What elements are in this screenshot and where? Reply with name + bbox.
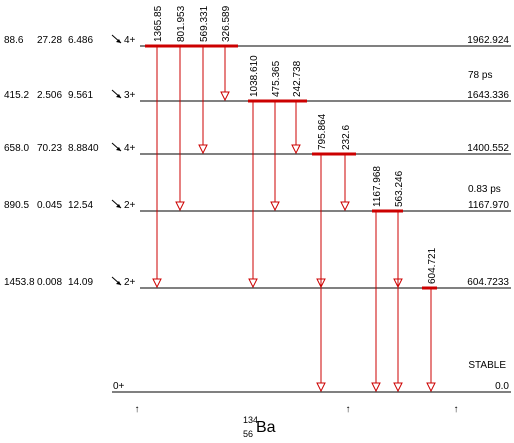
level-spin-label: 4+ bbox=[124, 143, 136, 154]
transition-energy-label: 795.864 bbox=[317, 113, 328, 150]
gamma-transition-head bbox=[291, 144, 301, 155]
gamma-transition-head bbox=[426, 382, 436, 393]
level-spin-label: 0+ bbox=[113, 381, 125, 392]
nucleus-symbol: Ba bbox=[256, 419, 276, 436]
position-marker: ↑ bbox=[135, 404, 140, 415]
gamma-transition-head bbox=[198, 144, 208, 155]
feeding-arrow-head bbox=[116, 39, 121, 43]
feeding-arrow-head bbox=[116, 94, 121, 98]
transitions-layer: 1365.85 801.953 569.331 326.589 1038.610 475.… bbox=[152, 5, 438, 393]
gamma-transition-head bbox=[220, 91, 230, 102]
gamma-to-ground-head bbox=[393, 382, 403, 393]
level-energy-label: 604.7233 bbox=[467, 277, 509, 288]
level-spin-label: 4+ bbox=[124, 35, 136, 46]
gamma-transition-head bbox=[371, 382, 381, 393]
gamma-to-ground-head bbox=[316, 382, 326, 393]
feeding-value: 12.54 bbox=[68, 200, 93, 211]
level-energy-label: 0.0 bbox=[495, 381, 509, 392]
feeding-value: 1453.8 bbox=[4, 277, 35, 288]
feeding-value: 9.561 bbox=[68, 90, 93, 101]
level-spin-label: 2+ bbox=[124, 200, 136, 211]
feeding-value: 27.28 bbox=[37, 35, 62, 46]
nucleus-atomic-number: 56 bbox=[243, 429, 253, 439]
feeding-arrow-head bbox=[116, 204, 121, 208]
feeding-value: 8.8840 bbox=[68, 143, 99, 154]
position-marker: ↑ bbox=[454, 404, 459, 415]
level-half-life: 78 ps bbox=[468, 70, 492, 81]
level-energy-label: 1962.924 bbox=[467, 35, 509, 46]
feeding-arrow-head bbox=[116, 281, 121, 285]
level-half-life: 0.83 ps bbox=[468, 184, 501, 195]
feeding-value: 890.5 bbox=[4, 200, 29, 211]
feeding-value: 14.09 bbox=[68, 277, 93, 288]
level-spin-label: 2+ bbox=[124, 277, 136, 288]
transition-energy-label: 1167.968 bbox=[372, 166, 383, 207]
level-energy-label: 1400.552 bbox=[467, 143, 509, 154]
position-marker: ↑ bbox=[346, 404, 351, 415]
feeding-value: 0.008 bbox=[37, 277, 62, 288]
transition-energy-label: 1365.85 bbox=[153, 5, 164, 42]
transition-energy-label: 569.331 bbox=[199, 5, 210, 42]
feeding-value: 6.486 bbox=[68, 35, 93, 46]
gamma-transition-head bbox=[340, 201, 350, 212]
gamma-transition-head bbox=[152, 278, 162, 289]
feeding-value: 88.6 bbox=[4, 35, 24, 46]
level-energy-label: 1167.970 bbox=[468, 200, 509, 211]
feeding-bars-layer bbox=[145, 44, 437, 290]
feeding-value: 0.045 bbox=[37, 200, 62, 211]
transition-energy-label: 242.738 bbox=[292, 60, 303, 97]
gamma-transition-head bbox=[248, 278, 258, 289]
nucleus-mass-number: 134 bbox=[243, 415, 258, 425]
feeding-arrow-head bbox=[116, 147, 121, 151]
markers-layer: ↑ ↑ ↑ bbox=[135, 404, 459, 415]
transition-energy-label: 604.721 bbox=[427, 247, 438, 284]
gamma-transition-head bbox=[175, 201, 185, 212]
level-spin-label: 3+ bbox=[124, 90, 136, 101]
transition-energy-label: 801.953 bbox=[176, 5, 187, 42]
level-energy-label: 1643.336 bbox=[467, 90, 509, 101]
level-half-life: STABLE bbox=[468, 360, 506, 371]
transition-energy-label: 232.6 bbox=[341, 125, 352, 150]
transition-energy-label: 475.365 bbox=[271, 60, 282, 97]
transition-energy-label: 563.246 bbox=[394, 170, 405, 207]
feeding-value: 415.2 bbox=[4, 90, 29, 101]
gamma-transition-head bbox=[270, 201, 280, 212]
transition-energy-label: 1038.610 bbox=[249, 55, 260, 97]
transition-energy-label: 326.589 bbox=[221, 5, 232, 42]
feeding-value: 658.0 bbox=[4, 143, 29, 154]
feeding-value: 70.23 bbox=[37, 143, 62, 154]
feeding-value: 2.506 bbox=[37, 90, 62, 101]
